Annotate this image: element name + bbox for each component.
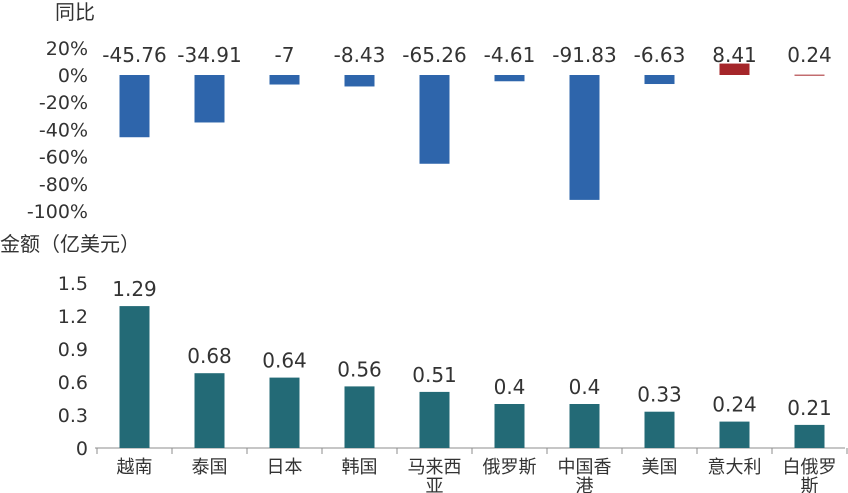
yoy-bar: [794, 74, 825, 76]
amount-bar: [644, 411, 675, 448]
amount-bar: [119, 306, 150, 448]
bottom-ytick-label: 0.9: [58, 339, 88, 361]
yoy-bar: [344, 75, 375, 87]
amount-value-label: 0.51: [412, 363, 457, 387]
category-label: 中国香: [558, 457, 612, 478]
amount-value-label: 0.33: [637, 383, 682, 407]
yoy-value-label: -34.91: [177, 43, 241, 67]
category-label: 美国: [642, 457, 678, 478]
category-label: 马来西: [408, 457, 462, 478]
top-ytick-label: 20%: [46, 38, 88, 60]
yoy-value-label: -45.76: [102, 43, 166, 67]
bottom-ytick-label: 0: [76, 438, 88, 460]
amount-bar: [494, 404, 525, 448]
bottom-ytick-label: 1.2: [58, 306, 88, 328]
yoy-bar: [494, 75, 525, 82]
category-label: 亚: [426, 476, 444, 493]
amount-bar: [194, 373, 225, 448]
amount-bar: [794, 424, 825, 448]
yoy-bar: [194, 75, 225, 123]
yoy-value-label: 8.41: [712, 43, 757, 67]
yoy-value-label: -65.26: [402, 43, 466, 67]
amount-value-label: 0.4: [494, 375, 526, 399]
amount-bar: [569, 404, 600, 448]
category-label: 泰国: [192, 457, 228, 478]
top-ytick-label: -20%: [39, 92, 88, 114]
yoy-bar: [719, 63, 750, 75]
top-ytick-label: -60%: [39, 147, 88, 169]
amount-value-label: 0.4: [569, 375, 601, 399]
amount-bar: [269, 377, 300, 448]
yoy-value-label: -6.63: [634, 43, 686, 67]
yoy-value-label: -91.83: [552, 43, 616, 67]
yoy-bar: [569, 75, 600, 200]
category-label: 越南: [117, 457, 153, 478]
category-label: 韩国: [342, 457, 378, 478]
top-ytick-label: -100%: [27, 201, 88, 223]
top-ytick-label: -80%: [39, 174, 88, 196]
category-label: 俄罗斯: [483, 457, 537, 478]
category-label: 港: [576, 476, 594, 493]
yoy-bar: [119, 75, 150, 138]
bottom-ylabel: 金额（亿美元）: [0, 232, 140, 256]
yoy-value-label: -4.61: [484, 43, 536, 67]
category-label: 斯: [801, 476, 819, 493]
category-label: 白俄罗: [783, 457, 837, 478]
amount-value-label: 1.29: [112, 277, 157, 301]
top-ytick-label: 0%: [58, 65, 88, 87]
top-ylabel: 同比: [55, 0, 95, 24]
yoy-value-label: 0.24: [787, 43, 832, 67]
bottom-ytick-label: 1.5: [58, 273, 88, 295]
category-label: 意大利: [708, 457, 762, 478]
bottom-ytick-label: 0.3: [58, 405, 88, 427]
yoy-bar: [269, 75, 300, 85]
yoy-value-label: -8.43: [334, 43, 386, 67]
amount-value-label: 0.56: [337, 357, 382, 381]
category-label: 日本: [267, 457, 303, 478]
amount-value-label: 0.24: [712, 393, 757, 417]
yoy-bar: [644, 75, 675, 85]
amount-bar: [344, 386, 375, 448]
top-ytick-label: -40%: [39, 119, 88, 141]
bottom-ytick-label: 0.6: [58, 372, 88, 394]
yoy-bar: [419, 75, 450, 164]
amount-value-label: 0.21: [787, 396, 832, 420]
amount-bar: [719, 421, 750, 448]
amount-value-label: 0.64: [262, 349, 307, 373]
amount-bar: [419, 391, 450, 448]
amount-value-label: 0.68: [187, 344, 232, 368]
yoy-value-label: -7: [275, 43, 295, 67]
